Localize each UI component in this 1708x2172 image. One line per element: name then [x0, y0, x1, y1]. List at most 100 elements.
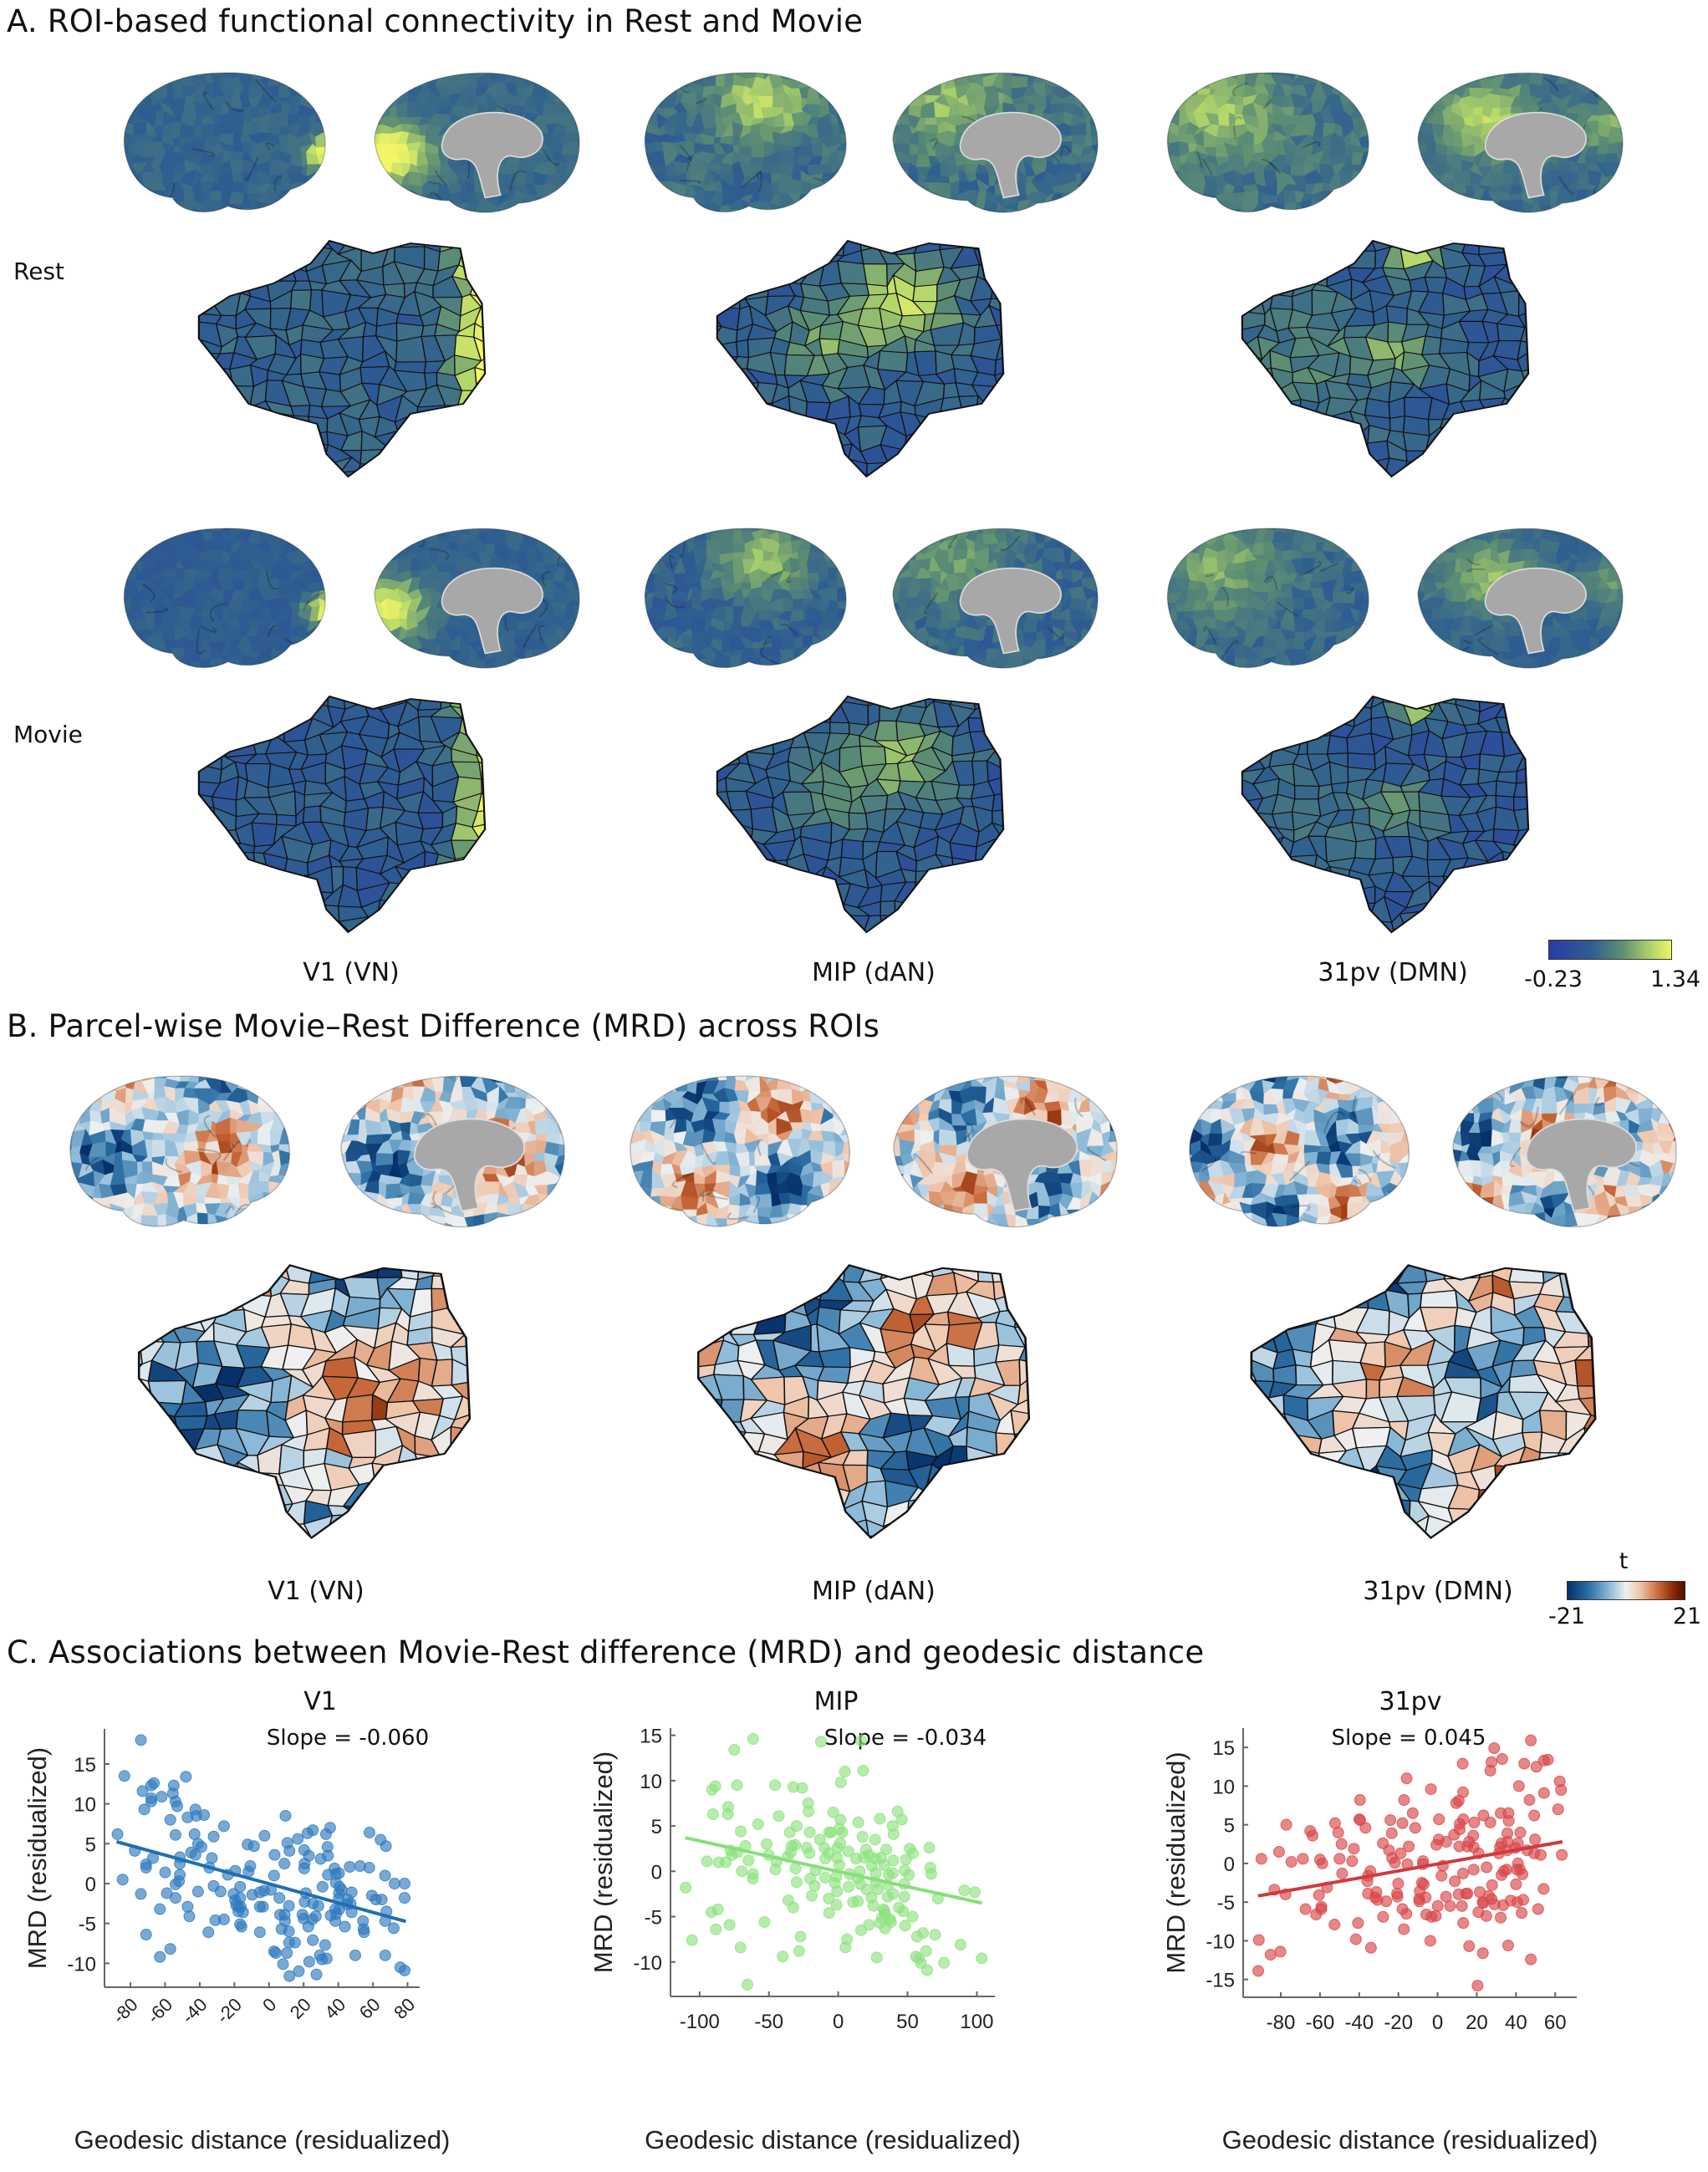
- parcel: [183, 528, 194, 532]
- parcel: [1241, 281, 1263, 297]
- parcel: [397, 441, 419, 462]
- parcel: [1443, 472, 1471, 477]
- parcel: [1625, 200, 1638, 216]
- parcel: [587, 610, 597, 621]
- parcel: [106, 559, 118, 570]
- parcel: [1542, 228, 1550, 241]
- parcel: [288, 201, 304, 212]
- parcel: [623, 56, 636, 67]
- parcel: [1241, 241, 1265, 257]
- parcel: [571, 645, 580, 656]
- parcel: [1272, 211, 1287, 212]
- parcel: [532, 657, 547, 669]
- parcel: [1478, 201, 1496, 212]
- parcel: [472, 472, 486, 477]
- parcel: [665, 198, 678, 212]
- parcel: [1287, 447, 1319, 458]
- parcel: [374, 655, 385, 669]
- parcel: [244, 445, 276, 468]
- parcel: [464, 208, 476, 213]
- parcel: [1369, 203, 1380, 213]
- parcel: [582, 599, 594, 612]
- parcel: [1532, 388, 1554, 401]
- parcel: [416, 866, 436, 888]
- parcel: [837, 260, 868, 285]
- parcel: [268, 426, 292, 453]
- parcel: [114, 675, 128, 688]
- parcel: [848, 105, 859, 119]
- parcel: [257, 433, 276, 447]
- parcel: [397, 533, 414, 542]
- parcel: [492, 473, 514, 497]
- parcel: [645, 150, 648, 166]
- parcel: [359, 582, 373, 590]
- parcel: [102, 219, 117, 232]
- parcel: [581, 512, 598, 524]
- parcel: [1167, 162, 1172, 173]
- parcel: [1150, 94, 1161, 109]
- parcel: [374, 143, 375, 157]
- parcel: [314, 535, 326, 545]
- parcel: [416, 411, 445, 434]
- parcel: [198, 898, 216, 924]
- parcel: [1369, 211, 1379, 221]
- parcel: [1404, 181, 1417, 196]
- parcel: [326, 141, 340, 157]
- parcel: [1604, 162, 1621, 178]
- parcel: [1519, 83, 1532, 96]
- parcel: [175, 685, 183, 696]
- parcel: [571, 666, 580, 669]
- parcel: [1099, 181, 1113, 194]
- parcel: [819, 73, 833, 78]
- parcel: [848, 208, 859, 225]
- parcel: [152, 511, 165, 523]
- parcel: [1251, 460, 1282, 477]
- parcel: [545, 684, 557, 699]
- parcel: [324, 627, 326, 638]
- parcel: [812, 73, 822, 78]
- parcel: [125, 675, 137, 690]
- parcel: [1241, 385, 1262, 408]
- parcel: [1610, 198, 1616, 212]
- parcel: [1494, 415, 1527, 436]
- parcel: [102, 602, 119, 608]
- parcel: [475, 397, 486, 421]
- parcel: [584, 115, 595, 124]
- parcel: [1425, 456, 1451, 477]
- parcel: [343, 696, 367, 697]
- parcel: [398, 655, 413, 669]
- parcel: [542, 528, 558, 543]
- parcel: [645, 201, 655, 212]
- parcel: [847, 121, 860, 137]
- parcel: [544, 513, 556, 524]
- parcel: [171, 261, 194, 283]
- parcel: [731, 55, 742, 68]
- parcel: [1584, 209, 1599, 213]
- parcel: [386, 73, 405, 79]
- parcel: [437, 660, 451, 669]
- parcel: [493, 461, 508, 478]
- parcel: [535, 224, 547, 235]
- parcel: [326, 171, 339, 186]
- parcel: [863, 263, 888, 287]
- parcel: [1008, 350, 1036, 372]
- parcel: [914, 199, 933, 213]
- parcel: [570, 84, 580, 99]
- parcel: [402, 201, 414, 213]
- parcel: [774, 57, 785, 69]
- parcel: [395, 649, 413, 658]
- flatmap-2-0: [1241, 239, 1530, 478]
- parcel: [956, 431, 982, 451]
- parcel: [478, 666, 488, 669]
- parcel: [219, 384, 237, 400]
- parcel: [538, 73, 548, 81]
- parcel: [1627, 75, 1637, 88]
- parcel: [1466, 447, 1490, 462]
- parcel: [1175, 198, 1191, 212]
- parcel: [198, 442, 220, 461]
- parcel: [316, 211, 326, 212]
- parcel: [277, 212, 293, 225]
- parcel: [644, 55, 656, 66]
- parcel: [249, 715, 274, 736]
- parcel: [192, 479, 215, 497]
